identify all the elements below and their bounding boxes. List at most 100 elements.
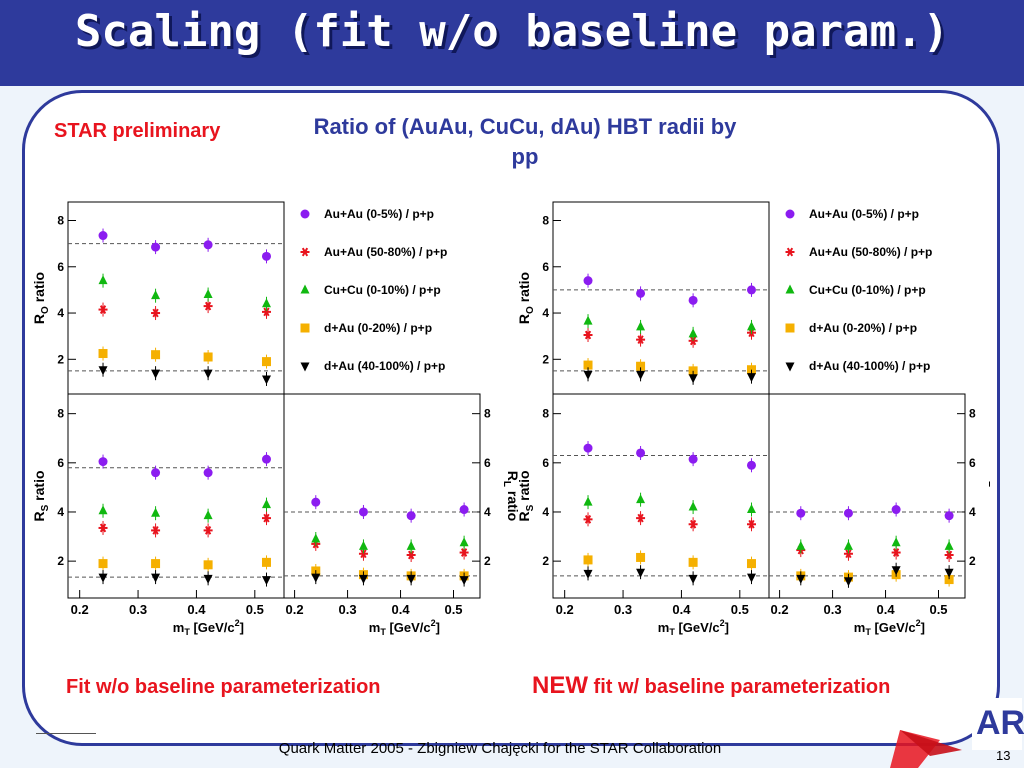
data-point	[796, 574, 806, 584]
data-point	[311, 573, 321, 583]
data-point	[98, 523, 108, 533]
y-tick-label: 2	[57, 352, 64, 366]
data-point	[944, 568, 954, 578]
data-point	[688, 454, 698, 464]
data-point	[203, 352, 213, 362]
legend-label: Cu+Cu (0-10%) / p+p	[324, 283, 441, 297]
data-point	[203, 369, 213, 379]
data-point	[98, 366, 108, 376]
data-point	[891, 537, 901, 547]
data-point	[891, 566, 901, 576]
data-point	[261, 576, 271, 586]
y-tick-label: 6	[57, 456, 64, 470]
data-point	[203, 560, 213, 570]
data-point	[358, 574, 368, 584]
data-point	[98, 559, 108, 569]
data-point	[406, 540, 416, 550]
caption-new-label: NEW	[532, 672, 588, 699]
caption-fit-with-baseline: NEW fit w/ baseline parameterization	[532, 672, 890, 700]
x-tick-label: 0.2	[71, 602, 89, 617]
chart-group-2: Au+Au (0-5%) / p+p Au+Au (50-80%) / p+p Cu…	[516, 201, 990, 637]
data-point	[583, 360, 593, 370]
x-tick-label: 0.3	[339, 602, 357, 617]
data-point	[636, 448, 646, 458]
legend-marker	[300, 323, 310, 333]
data-point	[583, 443, 593, 453]
y-tick-label: 4	[542, 306, 549, 320]
y-tick-label: 2	[484, 554, 491, 568]
data-point	[636, 370, 646, 380]
data-point	[261, 357, 271, 367]
y-tick-label: 8	[542, 407, 549, 421]
data-point	[151, 308, 161, 318]
data-point	[203, 301, 213, 311]
data-point	[636, 552, 646, 562]
plot-frame	[552, 201, 770, 395]
data-point	[151, 526, 161, 535]
title-bar	[0, 0, 1024, 86]
panel-r-o: 2 4 6 8 RO ratio	[31, 201, 285, 395]
data-point	[311, 497, 321, 507]
data-point	[203, 468, 213, 478]
caption-fit-with-baseline-text: fit w/ baseline parameterization	[588, 676, 891, 698]
data-point	[151, 369, 161, 379]
legend-label: Au+Au (50-80%) / p+p	[809, 245, 932, 259]
data-point	[203, 574, 213, 584]
x-tick-label: 0.5	[731, 602, 749, 617]
x-tick-label: 0.2	[556, 602, 574, 617]
data-point	[261, 298, 271, 308]
data-point	[746, 460, 756, 470]
x-axis-label: mT [GeV/c2]	[173, 618, 244, 637]
x-tick-label: 0.4	[672, 602, 691, 617]
data-point	[688, 295, 698, 305]
y-axis-label: RS ratio	[516, 470, 536, 521]
data-point	[636, 568, 646, 578]
data-point	[98, 231, 108, 241]
data-point	[261, 375, 271, 385]
star-logo: AR	[890, 698, 1024, 768]
x-tick-label: 0.5	[929, 602, 947, 617]
data-point	[583, 315, 593, 325]
legend-label: d+Au (0-20%) / p+p	[324, 321, 432, 335]
legend-marker	[785, 362, 795, 372]
data-point	[746, 559, 756, 569]
data-point	[151, 290, 161, 300]
data-point	[746, 573, 756, 583]
x-tick-label: 0.4	[392, 602, 411, 617]
data-point	[746, 373, 756, 383]
data-point	[98, 505, 108, 515]
data-point	[261, 307, 271, 317]
data-point	[688, 557, 698, 567]
legend: Au+Au (0-5%) / p+p Au+Au (50-80%) / p+p Cu…	[785, 207, 932, 373]
legend-marker	[300, 209, 310, 219]
x-tick-label: 0.3	[129, 602, 147, 617]
data-point	[459, 576, 469, 586]
y-axis-label: RO ratio	[31, 272, 51, 324]
panel-r-s: 2 4 6 8 0.2 0.3 0.4 0.5mT [GeV/c2] RS ratio	[31, 393, 285, 637]
y-axis-label: RL ratio	[986, 471, 990, 521]
y-axis-label: RS ratio	[31, 470, 51, 521]
legend-marker	[785, 209, 795, 219]
y-tick-label: 4	[542, 505, 549, 519]
data-point	[358, 549, 368, 559]
data-point	[151, 242, 161, 252]
logo-text: AR	[976, 704, 1024, 742]
data-point	[358, 540, 368, 550]
data-point	[311, 533, 321, 543]
data-point	[944, 540, 954, 550]
data-point	[583, 370, 593, 380]
legend-label: Au+Au (50-80%) / p+p	[324, 245, 447, 259]
y-tick-label: 2	[542, 352, 549, 366]
data-point	[261, 557, 271, 567]
data-point	[406, 574, 416, 584]
x-tick-label: 0.5	[246, 602, 264, 617]
data-point	[636, 288, 646, 298]
data-point	[583, 569, 593, 579]
legend: Au+Au (0-5%) / p+p Au+Au (50-80%) / p+p Cu…	[300, 207, 447, 373]
data-point	[688, 374, 698, 384]
data-point	[98, 305, 108, 314]
legend-marker	[785, 323, 795, 333]
x-axis-label: mT [GeV/c2]	[658, 618, 729, 637]
panel-r-s: 2 4 6 8 0.2 0.3 0.4 0.5mT [GeV/c2] RS ratio	[516, 393, 770, 637]
data-point	[688, 574, 698, 584]
